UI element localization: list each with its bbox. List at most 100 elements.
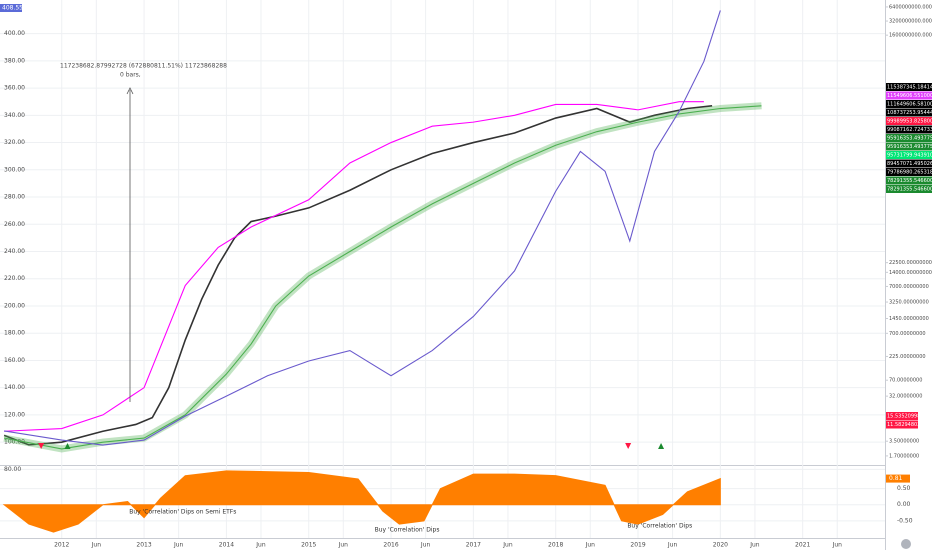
measure-text: 117238682.87992728 (672880811.51%) 11723… bbox=[60, 63, 227, 70]
x-tick-label: Jun bbox=[667, 542, 678, 549]
signal-arrow bbox=[625, 443, 632, 449]
x-tick-label: 2020 bbox=[713, 542, 728, 549]
value-tag bbox=[886, 125, 932, 134]
x-tick-label: Jun bbox=[255, 542, 266, 549]
value-tag bbox=[886, 100, 932, 108]
x-tick-label: 2014 bbox=[219, 542, 234, 549]
y-tick-label: 220.00 bbox=[4, 275, 25, 282]
y-tick-label: 400.00 bbox=[4, 30, 25, 37]
y-tick-label: 240.00 bbox=[4, 248, 25, 255]
value-tag bbox=[886, 420, 918, 429]
x-tick-label: Jun bbox=[173, 542, 184, 549]
value-tag bbox=[886, 142, 932, 151]
x-tick-label: Jun bbox=[502, 542, 513, 549]
y-tick-label: 380.00 bbox=[4, 57, 25, 64]
annotation: Buy 'Correlation' Dips bbox=[375, 526, 440, 533]
x-tick-label: 2013 bbox=[136, 542, 151, 549]
value-tag-label: 99989953.82580000 bbox=[887, 119, 932, 125]
x-tick-label: Jun bbox=[338, 542, 349, 549]
y2-tick-label: 70.00000000 bbox=[889, 378, 922, 384]
value-tag-label: 78291355.54660000 bbox=[887, 178, 932, 184]
value-tag bbox=[886, 151, 932, 159]
y-tick-label: 120.00 bbox=[4, 411, 25, 418]
value-tag-label: 78291355.54660000 bbox=[887, 187, 932, 193]
price-tag-label: 408.55 bbox=[2, 5, 23, 12]
x-tick-label: Jun bbox=[749, 542, 760, 549]
x-tick-label: 2017 bbox=[466, 542, 481, 549]
value-tag-label: 95916353.49377502 bbox=[887, 144, 932, 150]
y-tick-label: 160.00 bbox=[4, 357, 25, 364]
y-tick-label: 80.00 bbox=[4, 466, 21, 473]
price-tag bbox=[0, 4, 22, 12]
y2-tick-label: 7000.00000000 bbox=[889, 284, 929, 290]
osc-value-tag-label: 0.81 bbox=[889, 475, 903, 482]
y2-tick-label: 3.50000000 bbox=[889, 439, 919, 445]
y-tick-label: 260.00 bbox=[4, 221, 25, 228]
annotation: Buy 'Correlation' Dips on Semi ETFs bbox=[129, 508, 236, 515]
y-tick-label: 340.00 bbox=[4, 112, 25, 119]
value-tag bbox=[886, 168, 932, 176]
osc-tick-label: -0.50 bbox=[897, 517, 913, 524]
y2-tick-label: 225.00000000 bbox=[889, 354, 926, 360]
signal-arrow bbox=[658, 443, 665, 449]
value-tag bbox=[886, 83, 932, 91]
value-tag-label: 11549606.55100000 bbox=[887, 93, 932, 99]
annotation: Buy 'Correlation' Dips bbox=[627, 523, 692, 530]
value-tag-label: 99087162.72473332 bbox=[887, 127, 932, 133]
x-tick-label: 2018 bbox=[548, 542, 563, 549]
y-tick-label: 140.00 bbox=[4, 384, 25, 391]
x-tick-label: Jun bbox=[91, 542, 102, 549]
value-tag bbox=[886, 134, 932, 142]
y2-tick-label: 3250.00000000 bbox=[889, 300, 929, 306]
osc-tick-label: 0.00 bbox=[897, 501, 911, 508]
y2-tick-label: 1.70000000 bbox=[889, 453, 919, 459]
x-tick-label: Jun bbox=[832, 542, 843, 549]
osc-value-tag bbox=[886, 474, 910, 483]
value-tag-label: 95916353.49377502 bbox=[887, 136, 932, 142]
series-line bbox=[4, 10, 721, 446]
y-tick-label: 360.00 bbox=[4, 85, 25, 92]
x-tick-label: Jun bbox=[420, 542, 431, 549]
value-tag bbox=[886, 185, 932, 193]
y2-tick-label: 22500.00000000 bbox=[889, 260, 932, 266]
y-tick-label: 280.00 bbox=[4, 194, 25, 201]
y-tick-label: 200.00 bbox=[4, 302, 25, 309]
y-tick-label: 100.00 bbox=[4, 439, 25, 446]
y2-tick-label: 14000.00000000 bbox=[889, 270, 932, 276]
value-tag bbox=[886, 108, 932, 117]
value-tag-label: 111649606.58100000 bbox=[887, 102, 932, 108]
y2-tick-label: 1450.00000000 bbox=[889, 316, 929, 322]
value-tag-label: 95731799.94391000 bbox=[887, 153, 932, 159]
x-tick-label: Jun bbox=[585, 542, 596, 549]
measure-arrow-head bbox=[126, 87, 134, 95]
logo bbox=[901, 539, 911, 549]
oscillator-area bbox=[2, 470, 721, 533]
x-tick-label: 2021 bbox=[795, 542, 810, 549]
x-tick-label: 2019 bbox=[630, 542, 645, 549]
value-tag bbox=[886, 176, 932, 185]
value-tag-label: 15.53520998 bbox=[887, 414, 920, 420]
measure-bars: 0 bars, bbox=[120, 72, 141, 79]
value-tag-label: 115387345.18414796 bbox=[887, 85, 932, 91]
value-tag bbox=[886, 91, 932, 100]
y2-tick-label: 3200000000.00000000 bbox=[889, 19, 932, 25]
value-tag-label: 11.58294802 bbox=[887, 422, 920, 428]
y2-tick-label: 700.00000000 bbox=[889, 331, 926, 337]
signal-arrow bbox=[38, 443, 45, 449]
y-tick-label: 180.00 bbox=[4, 330, 25, 337]
signal-arrow bbox=[64, 443, 71, 449]
y2-tick-label: 6400000000.00000000 bbox=[889, 4, 932, 10]
series-line bbox=[4, 101, 704, 432]
value-tag-label: 79786980.26531869 bbox=[887, 170, 932, 176]
y-tick-label: 320.00 bbox=[4, 139, 25, 146]
series-line bbox=[4, 105, 762, 450]
y-tick-label: 300.00 bbox=[4, 166, 25, 173]
series-line bbox=[3, 104, 713, 446]
value-tag bbox=[886, 412, 918, 420]
value-tag bbox=[886, 117, 932, 125]
x-tick-label: 2016 bbox=[383, 542, 398, 549]
osc-tick-label: 0.50 bbox=[897, 485, 911, 492]
x-tick-label: 2012 bbox=[54, 542, 69, 549]
